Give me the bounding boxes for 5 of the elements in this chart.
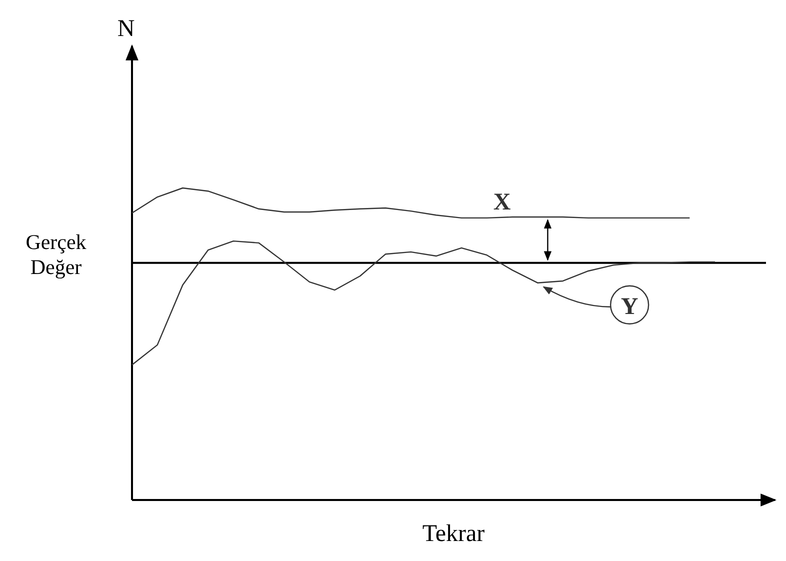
ref-line-label: Gerçek Değer [26,230,87,279]
x-axis-title: Tekrar [422,521,485,547]
legend-label: Y [620,294,638,320]
text: N [117,16,135,42]
series-label: X [493,189,512,216]
